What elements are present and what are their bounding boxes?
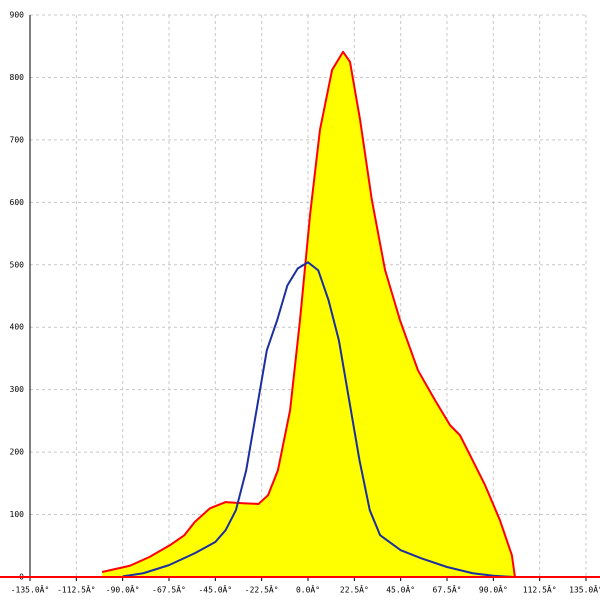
- area-fill: [102, 51, 515, 577]
- x-tick-label: -22.5Â°: [245, 584, 279, 595]
- x-tick-label: 0.0Â°: [296, 584, 320, 595]
- y-tick-label: 800: [10, 73, 25, 82]
- y-tick-label: 900: [10, 11, 25, 20]
- y-tick-label: 400: [10, 323, 25, 332]
- x-tick-label: -112.5Â°: [57, 584, 96, 595]
- x-tick-label: 45.0Â°: [386, 584, 415, 595]
- x-tick-label: 67.5Â°: [433, 584, 462, 595]
- x-tick-label: 90.0Â°: [479, 584, 508, 595]
- x-tick-label: 135.0Â°: [569, 584, 600, 595]
- y-tick-label: 700: [10, 135, 25, 144]
- y-tick-label: 500: [10, 260, 25, 269]
- x-tick-label: -135.0Â°: [11, 584, 50, 595]
- x-tick-label: -45.0Â°: [198, 584, 232, 595]
- line: [122, 261, 514, 578]
- y-tick-label: 100: [10, 510, 25, 519]
- y-tick-label: 200: [10, 448, 25, 457]
- x-tick-label: -90.0Â°: [106, 584, 140, 595]
- x-tick-label: 112.5Â°: [523, 584, 557, 595]
- x-tick-label: 22.5Â°: [340, 584, 369, 595]
- y-tick-label: 600: [10, 198, 25, 207]
- line: [101, 50, 516, 578]
- y-tick-label: 300: [10, 385, 25, 394]
- x-tick-label: -67.5Â°: [152, 584, 186, 595]
